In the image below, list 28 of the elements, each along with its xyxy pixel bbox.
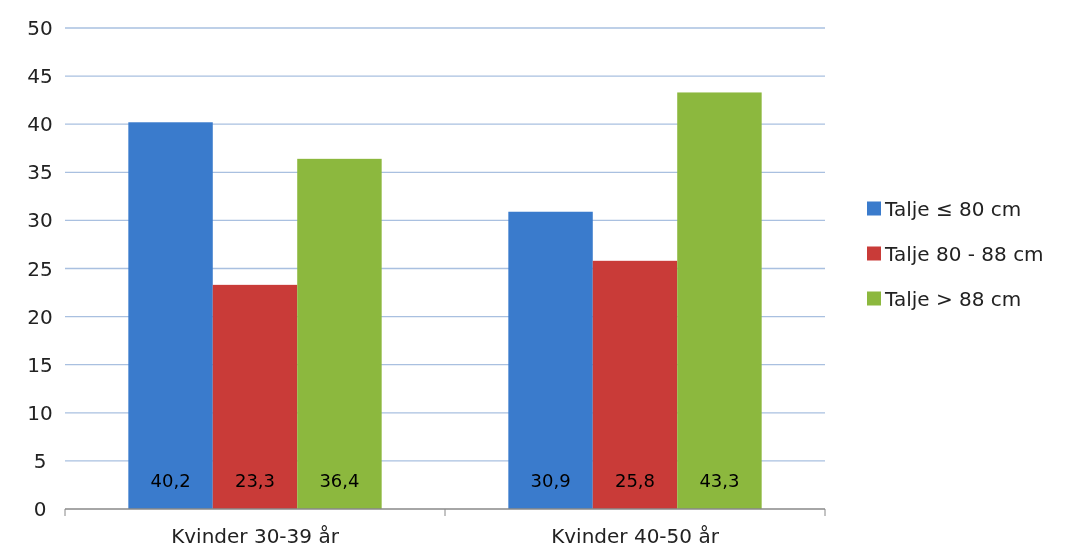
legend-label: Talje > 88 cm	[884, 286, 1022, 311]
data-label: 23,3	[234, 470, 276, 491]
data-label: 36,4	[319, 470, 360, 491]
y-tick-label: 35	[27, 160, 53, 185]
bar	[677, 92, 762, 509]
y-tick-label: 20	[27, 304, 53, 329]
y-tick-label: 10	[27, 400, 53, 425]
x-tick-label: Kvinder 40-50 år	[551, 524, 720, 548]
bar	[212, 284, 298, 509]
y-tick-label: 15	[27, 352, 53, 377]
y-tick-label: 0	[33, 497, 47, 521]
bar	[297, 158, 382, 509]
bar	[128, 122, 213, 509]
bar	[592, 260, 678, 509]
legend-label: Talje ≤ 80 cm	[884, 196, 1022, 221]
data-label: 25,8	[614, 470, 656, 491]
x-tick-label: Kvinder 30-39 år	[171, 524, 340, 548]
data-label: 43,3	[699, 470, 740, 491]
data-label: 30,9	[530, 470, 571, 491]
y-tick-label: 50	[27, 16, 53, 40]
y-tick-label: 25	[27, 256, 53, 281]
bar	[508, 211, 593, 509]
y-tick-label: 45	[27, 64, 53, 89]
data-label: 40,2	[150, 470, 191, 491]
y-tick-label: 30	[27, 208, 53, 233]
legend-label: Talje 80 - 88 cm	[884, 241, 1044, 266]
y-tick-label: 5	[33, 448, 47, 473]
y-tick-label: 40	[27, 112, 53, 137]
